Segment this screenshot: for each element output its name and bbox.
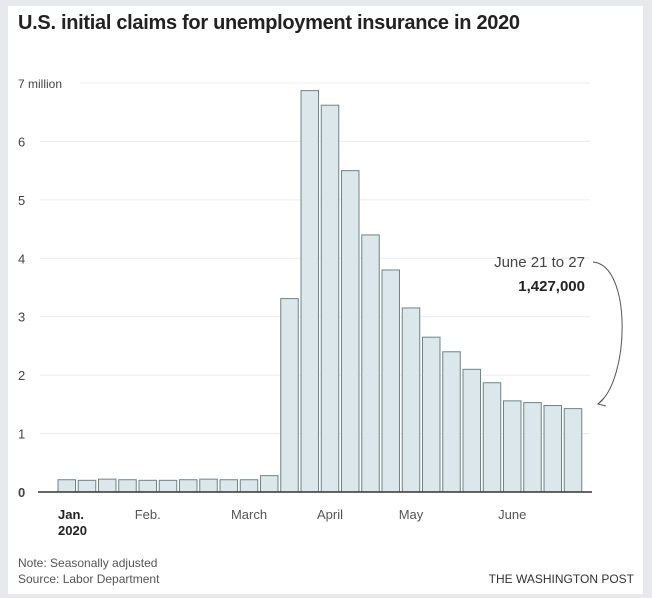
y-tick-label: 3 bbox=[18, 310, 25, 325]
note-text: Note: Seasonally adjusted bbox=[18, 556, 158, 570]
bar bbox=[482, 382, 502, 493]
x-tick-label: Feb. bbox=[135, 507, 161, 522]
bar bbox=[523, 402, 542, 493]
publisher-credit: THE WASHINGTON POST bbox=[488, 572, 634, 586]
bar bbox=[138, 479, 157, 493]
bar bbox=[77, 479, 97, 493]
bar bbox=[422, 336, 441, 493]
arrowhead-icon bbox=[597, 397, 607, 407]
y-tick-label: 4 bbox=[18, 251, 25, 266]
y-tick-label: 1 bbox=[18, 427, 25, 442]
bar bbox=[401, 307, 421, 493]
bar bbox=[320, 104, 340, 493]
chart-title: U.S. initial claims for unemployment ins… bbox=[18, 12, 520, 34]
bar bbox=[462, 368, 481, 493]
bar bbox=[280, 298, 299, 493]
bar bbox=[179, 479, 198, 493]
bar bbox=[260, 475, 279, 493]
annotation-arrow bbox=[592, 261, 623, 405]
bar bbox=[563, 408, 583, 493]
y-tick-label: 2 bbox=[18, 368, 25, 383]
bar bbox=[543, 405, 562, 493]
y-tick-label: 7 million bbox=[18, 77, 62, 91]
bar bbox=[118, 479, 137, 493]
bar bbox=[442, 351, 461, 493]
x-tick-label: April bbox=[317, 507, 343, 522]
x-tick-label: Jan. bbox=[58, 507, 84, 522]
bar bbox=[199, 478, 218, 493]
x-tick-label: March bbox=[231, 507, 267, 522]
bar bbox=[57, 479, 76, 493]
x-tick-sublabel: 2020 bbox=[58, 523, 87, 538]
bar bbox=[503, 400, 522, 493]
bar bbox=[361, 234, 380, 493]
annotation-value: 1,427,000 bbox=[518, 278, 585, 295]
annotation-label: June 21 to 27 bbox=[494, 254, 585, 271]
bar bbox=[300, 90, 319, 493]
bar bbox=[239, 479, 259, 493]
x-tick-label: May bbox=[399, 507, 424, 522]
source-text: Source: Labor Department bbox=[18, 572, 160, 586]
bar bbox=[381, 269, 400, 493]
y-tick-label: 5 bbox=[18, 193, 25, 208]
y-tick-label: 0 bbox=[18, 485, 25, 500]
y-tick-label: 6 bbox=[18, 134, 25, 149]
bar bbox=[341, 170, 360, 493]
x-tick-label: June bbox=[498, 507, 526, 522]
bar bbox=[98, 478, 117, 493]
bar bbox=[219, 479, 238, 493]
bar bbox=[158, 479, 178, 493]
